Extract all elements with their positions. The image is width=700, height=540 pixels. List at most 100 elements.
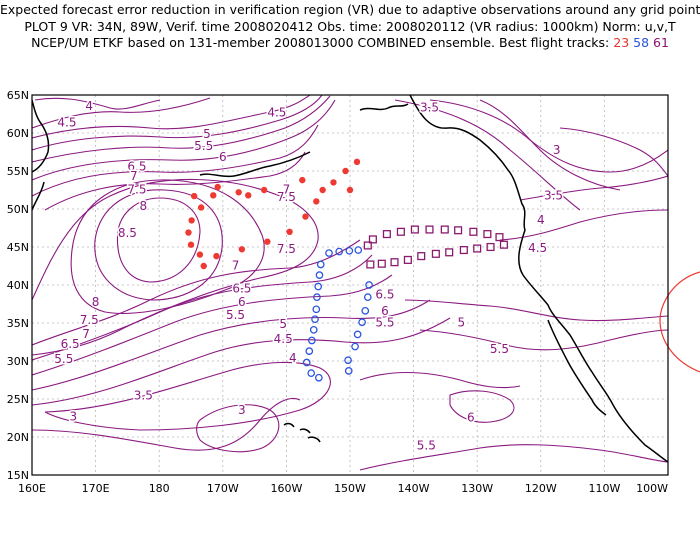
contour-label: 6 — [238, 295, 246, 309]
coastline-baja-california — [547, 319, 607, 416]
error-reduction-contours — [32, 95, 668, 471]
graticule — [32, 95, 668, 475]
contour-line — [559, 127, 668, 177]
track-58-point — [314, 282, 323, 291]
contour-line — [429, 99, 668, 173]
contour-label: 5 — [203, 127, 211, 141]
track-61-point — [410, 225, 419, 234]
track-61-point — [440, 225, 449, 234]
track-58-point — [358, 318, 366, 327]
lat-label: 25N — [7, 393, 29, 406]
track-61-point — [486, 242, 495, 252]
contour-line — [359, 444, 668, 471]
track-23-point — [245, 192, 252, 199]
contour-line — [32, 97, 211, 129]
track-23-point — [188, 217, 195, 224]
contour-line — [519, 175, 668, 201]
track-58-point — [302, 358, 311, 367]
track-23-point — [210, 192, 217, 199]
contour-label: 5.5 — [54, 352, 73, 366]
contour-label: 3 — [553, 143, 561, 157]
track-23-point — [342, 167, 349, 175]
track-23-point — [187, 241, 195, 248]
track-58-point — [344, 367, 353, 375]
track-61-point — [459, 245, 468, 255]
track-58-point — [316, 260, 325, 269]
track-23-point — [299, 176, 306, 184]
header-line-3-prefix: NCEP/UM ETKF based on 131-member 2008013… — [31, 35, 610, 50]
track-58-point — [309, 325, 318, 334]
track-61-point — [382, 230, 391, 239]
contour-line — [32, 95, 323, 151]
contour-line — [32, 299, 431, 391]
track-23-legend: 23 — [613, 35, 630, 50]
contour-line — [32, 178, 319, 356]
contour-label: 5 — [279, 317, 287, 331]
track-61-point — [368, 235, 377, 244]
lat-label: 60N — [7, 127, 29, 140]
lat-label: 40N — [7, 279, 29, 292]
track-61-legend: 61 — [653, 35, 669, 50]
track-58-point — [307, 336, 316, 345]
flight-track-61 — [363, 225, 508, 269]
track-58-point — [305, 347, 314, 355]
contour-line — [196, 404, 280, 453]
track-23-point — [196, 251, 204, 258]
track-61-point — [417, 252, 426, 261]
lon-label: 140W — [398, 482, 430, 495]
contour-line — [32, 397, 301, 451]
track-61-point — [454, 226, 463, 235]
contour-label: 7 — [82, 327, 90, 341]
lon-label: 170W — [207, 482, 239, 495]
contour-label: 4 — [85, 99, 93, 113]
contour-label: 7.5 — [277, 190, 296, 204]
track-58-legend: 58 — [633, 35, 650, 50]
track-61-point — [445, 248, 454, 257]
track-58-point — [351, 342, 359, 351]
header-line-3: NCEP/UM ETKF based on 131-member 2008013… — [0, 35, 700, 52]
contour-label: 3 — [70, 410, 78, 424]
map-frame — [31, 94, 669, 476]
track-23-point — [264, 238, 271, 245]
contour-line — [32, 317, 451, 406]
track-58-point — [365, 281, 373, 289]
contour-line — [32, 274, 393, 376]
contour-line — [44, 361, 331, 431]
lon-label: 180 — [149, 482, 170, 495]
contour-label: 5.5 — [194, 139, 213, 153]
lat-label: 50N — [7, 203, 29, 216]
track-58-point — [354, 246, 363, 254]
contour-label: 4.5 — [528, 241, 547, 255]
track-61-point — [469, 227, 478, 236]
track-23-point — [346, 186, 354, 194]
contour-line — [404, 299, 668, 322]
contour-line — [32, 95, 311, 139]
contour-label: 6.5 — [127, 160, 146, 174]
track-58-point — [353, 330, 362, 339]
contour-line — [359, 371, 521, 389]
contour-label: 6.5 — [232, 281, 251, 295]
lon-label: 110W — [588, 482, 620, 495]
flight-track-23 — [185, 158, 361, 270]
contour-label: 7 — [130, 169, 138, 183]
track-61-point — [363, 241, 372, 250]
contour-label: 6 — [219, 150, 227, 164]
contour-line — [34, 97, 161, 110]
track-61-point — [473, 244, 482, 253]
track-58-point — [363, 293, 372, 302]
contour-label: 5.5 — [226, 308, 245, 322]
contour-label: 3.5 — [544, 189, 563, 203]
contour-label: 7.5 — [80, 313, 99, 327]
coastline-kamchatka — [32, 99, 50, 173]
coastline-alaska-islands — [359, 103, 409, 111]
contour-label: 6 — [467, 411, 475, 425]
track-58-point — [307, 369, 316, 378]
track-23-point — [214, 183, 221, 191]
track-58-point — [313, 293, 321, 302]
track-61-point — [377, 259, 386, 268]
contour-labels: 44.555.564.5 3.533.544.56.577.588.577.57.… — [53, 97, 565, 454]
track-23-point — [286, 228, 293, 235]
contour-label: 7 — [232, 259, 240, 273]
lon-label: 160W — [270, 482, 302, 495]
